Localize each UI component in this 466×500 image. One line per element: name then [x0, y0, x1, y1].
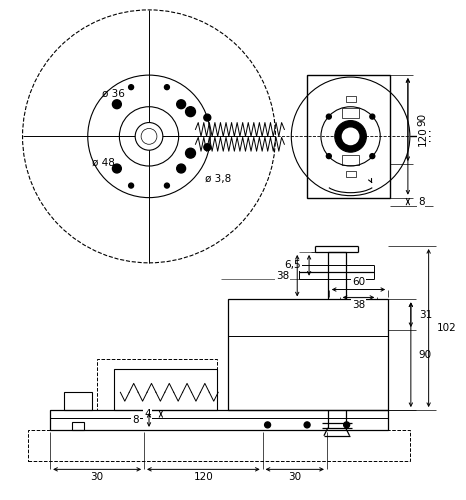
- Circle shape: [112, 100, 121, 108]
- Text: 120: 120: [193, 472, 213, 482]
- Circle shape: [326, 154, 331, 158]
- Circle shape: [326, 114, 331, 119]
- Circle shape: [343, 422, 350, 428]
- Circle shape: [304, 422, 310, 428]
- Circle shape: [370, 154, 375, 158]
- Circle shape: [164, 183, 170, 188]
- Text: ø 3,8: ø 3,8: [205, 174, 231, 184]
- Circle shape: [335, 120, 366, 152]
- Bar: [342, 155, 359, 165]
- Bar: [64, 392, 92, 410]
- Circle shape: [135, 122, 163, 150]
- Circle shape: [204, 114, 211, 121]
- Text: 90: 90: [419, 350, 432, 360]
- Circle shape: [204, 144, 211, 150]
- Bar: [115, 368, 217, 410]
- Circle shape: [177, 164, 185, 173]
- Text: 102: 102: [437, 323, 456, 333]
- Text: 8: 8: [132, 415, 139, 425]
- Circle shape: [129, 84, 134, 89]
- Bar: [228, 300, 388, 410]
- Bar: [346, 171, 356, 177]
- Circle shape: [112, 164, 121, 173]
- Circle shape: [185, 148, 195, 158]
- Text: ø 36: ø 36: [102, 89, 125, 99]
- Circle shape: [370, 114, 375, 119]
- Bar: [28, 430, 410, 462]
- Text: 38: 38: [276, 270, 289, 280]
- Text: 90: 90: [418, 113, 428, 126]
- Circle shape: [177, 100, 185, 108]
- Text: 4: 4: [144, 409, 151, 419]
- Bar: [346, 96, 356, 102]
- Circle shape: [129, 183, 134, 188]
- Text: 60: 60: [352, 276, 365, 286]
- Text: 30: 30: [90, 472, 104, 482]
- Bar: [50, 410, 388, 430]
- Text: ø 48: ø 48: [92, 158, 115, 168]
- Text: 31: 31: [419, 310, 432, 320]
- Circle shape: [185, 106, 195, 117]
- Bar: [72, 422, 84, 430]
- Bar: [96, 358, 217, 410]
- Circle shape: [265, 422, 271, 428]
- Text: 30: 30: [288, 472, 302, 482]
- Circle shape: [342, 128, 359, 146]
- Text: 8: 8: [418, 196, 425, 206]
- Circle shape: [164, 84, 170, 89]
- Text: 120: 120: [418, 126, 428, 146]
- Text: 6,5: 6,5: [285, 260, 301, 270]
- Text: 38: 38: [352, 300, 365, 310]
- Bar: [307, 75, 390, 198]
- Bar: [342, 108, 359, 118]
